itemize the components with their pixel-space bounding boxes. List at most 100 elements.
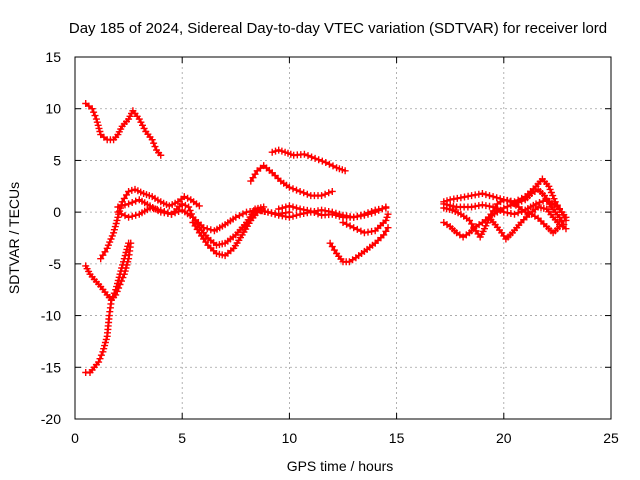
data-point [315, 156, 323, 164]
data-point [328, 210, 336, 218]
series-trace [249, 164, 334, 197]
data-point [275, 205, 283, 213]
data-point [278, 212, 286, 220]
data-point [185, 203, 193, 211]
y-tick-label: -5 [49, 256, 62, 272]
y-tick-label: -15 [41, 359, 61, 375]
data-point [500, 196, 508, 204]
data-point [93, 118, 101, 126]
data-point [325, 160, 333, 168]
data-point [350, 224, 358, 232]
data-point [364, 209, 372, 217]
data-point [558, 217, 566, 225]
data-point [150, 139, 158, 147]
series-arc-3 [82, 239, 133, 376]
data-point [178, 200, 186, 208]
data-point [112, 220, 120, 227]
data-point [382, 227, 390, 235]
data-point [518, 197, 526, 205]
data-point [118, 202, 125, 210]
data-point [114, 276, 122, 284]
data-point [532, 200, 540, 208]
data-point [562, 225, 570, 233]
data-point [118, 264, 126, 272]
data-point [353, 225, 361, 233]
data-point [322, 159, 330, 166]
data-point [195, 202, 203, 210]
x-tick-label: 5 [178, 430, 186, 446]
data-point [511, 210, 518, 218]
data-point [556, 213, 563, 221]
data-point [181, 201, 189, 209]
data-point [332, 211, 340, 219]
data-point [232, 213, 240, 221]
data-point [135, 115, 143, 123]
data-point [184, 194, 192, 202]
data-point [114, 208, 122, 216]
x-tick-label: 10 [282, 430, 298, 446]
data-point [449, 202, 457, 210]
data-point [353, 212, 361, 220]
data-point [113, 283, 121, 291]
data-point [303, 190, 311, 198]
data-point [289, 185, 297, 193]
data-point [132, 211, 140, 219]
data-point [486, 192, 493, 200]
data-point [443, 201, 451, 209]
data-point [539, 197, 547, 205]
data-point [90, 108, 98, 116]
data-point [514, 209, 522, 217]
data-point [203, 225, 211, 233]
data-point [475, 202, 483, 210]
series-arc-5 [114, 196, 293, 235]
data-point [108, 232, 116, 240]
data-point [278, 147, 286, 155]
data-point [97, 351, 105, 359]
data-point [307, 207, 315, 215]
data-point [111, 223, 119, 231]
series-arc-6 [114, 200, 268, 249]
data-point [314, 210, 322, 218]
data-point [260, 203, 268, 211]
data-point [117, 267, 125, 275]
data-point [282, 203, 290, 211]
data-point [341, 167, 349, 175]
y-tick-label: 15 [45, 49, 61, 65]
data-point [293, 204, 300, 212]
data-point [121, 212, 129, 220]
data-point [371, 206, 379, 214]
y-tick-label: 0 [53, 204, 61, 220]
data-point [128, 199, 136, 206]
data-point [285, 213, 293, 221]
series-trace [487, 205, 568, 241]
data-point [106, 238, 114, 246]
y-tick-label: 10 [45, 101, 61, 117]
data-point [546, 185, 554, 193]
data-point [104, 241, 112, 249]
data-point [92, 115, 100, 123]
x-tick-label: 0 [71, 430, 79, 446]
data-point [180, 193, 188, 201]
data-point [285, 202, 293, 210]
data-point [384, 210, 392, 218]
data-point [125, 239, 133, 247]
data-point [304, 152, 312, 160]
data-point [547, 189, 555, 196]
data-series [82, 100, 570, 376]
data-point [382, 216, 390, 224]
data-point [321, 190, 329, 198]
data-point [99, 348, 107, 356]
data-point [478, 190, 486, 197]
data-point [446, 201, 454, 209]
data-point [271, 210, 279, 218]
data-point [357, 227, 365, 235]
data-point [318, 192, 326, 200]
data-point [188, 210, 195, 218]
data-point [110, 229, 118, 237]
data-point [137, 118, 145, 126]
data-point [268, 209, 275, 217]
data-point [384, 224, 392, 232]
data-point [121, 201, 129, 209]
data-point [346, 222, 354, 230]
data-point [380, 231, 388, 239]
